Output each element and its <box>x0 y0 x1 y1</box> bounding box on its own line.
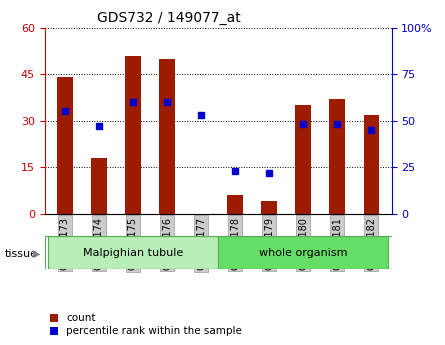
Bar <box>91 158 107 214</box>
Text: GDS732 / 149077_at: GDS732 / 149077_at <box>97 11 240 25</box>
Bar <box>227 195 243 214</box>
Bar <box>57 77 73 214</box>
Text: ▶: ▶ <box>33 249 41 258</box>
Bar <box>262 201 277 214</box>
Bar <box>218 236 388 269</box>
Text: whole organism: whole organism <box>259 248 348 258</box>
Text: Malpighian tubule: Malpighian tubule <box>83 248 183 258</box>
Text: tissue: tissue <box>4 249 37 258</box>
Bar <box>364 115 379 214</box>
Bar <box>295 105 311 214</box>
Legend: count, percentile rank within the sample: count, percentile rank within the sample <box>50 313 242 336</box>
Bar <box>159 59 175 214</box>
Bar <box>125 56 141 214</box>
Bar <box>329 99 345 214</box>
Bar <box>48 236 218 269</box>
